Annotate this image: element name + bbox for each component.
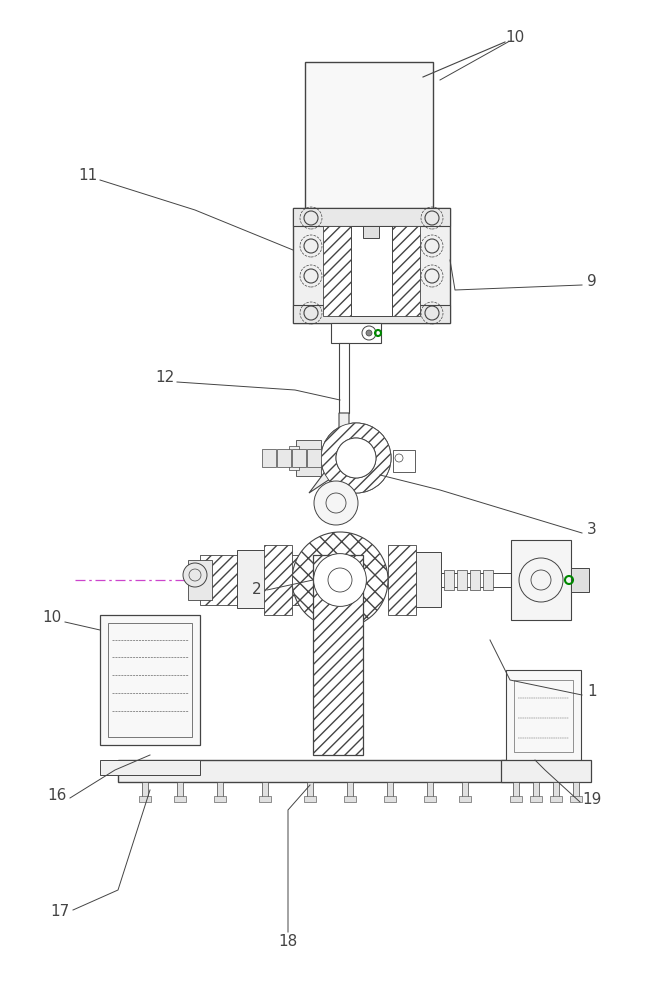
Bar bbox=[344, 796, 356, 802]
Bar bbox=[501, 760, 591, 782]
Text: 19: 19 bbox=[582, 792, 602, 808]
Bar bbox=[387, 782, 393, 798]
Text: 3: 3 bbox=[587, 522, 597, 538]
Bar bbox=[292, 449, 306, 467]
Bar bbox=[100, 615, 200, 745]
Text: 18: 18 bbox=[278, 934, 297, 950]
Bar bbox=[511, 540, 571, 620]
Bar bbox=[200, 555, 313, 605]
Circle shape bbox=[292, 532, 388, 628]
Text: 1: 1 bbox=[587, 684, 597, 700]
Bar bbox=[393, 450, 415, 472]
Bar bbox=[296, 440, 321, 476]
Bar bbox=[293, 305, 450, 323]
Bar bbox=[573, 782, 579, 798]
Bar bbox=[506, 670, 581, 762]
Text: 12: 12 bbox=[155, 369, 175, 384]
Bar bbox=[570, 796, 582, 802]
Bar bbox=[510, 796, 522, 802]
Bar bbox=[533, 782, 539, 798]
Bar bbox=[457, 570, 467, 590]
Bar bbox=[139, 796, 151, 802]
Bar bbox=[307, 449, 321, 467]
Bar bbox=[174, 796, 186, 802]
Bar bbox=[347, 782, 353, 798]
Bar bbox=[483, 570, 493, 590]
Wedge shape bbox=[321, 423, 391, 493]
Bar bbox=[388, 545, 416, 615]
Bar bbox=[177, 782, 183, 798]
Bar bbox=[262, 449, 276, 467]
Bar bbox=[441, 573, 511, 587]
Bar bbox=[323, 226, 351, 316]
Bar bbox=[264, 545, 292, 615]
Bar bbox=[230, 565, 248, 595]
Bar bbox=[200, 567, 230, 594]
Bar bbox=[293, 208, 450, 226]
Bar bbox=[118, 760, 538, 782]
Bar bbox=[237, 550, 265, 608]
Bar bbox=[530, 796, 542, 802]
Bar bbox=[550, 796, 562, 802]
Bar bbox=[392, 226, 420, 316]
Bar bbox=[100, 760, 200, 775]
Text: 2: 2 bbox=[253, 582, 262, 597]
Bar bbox=[277, 449, 291, 467]
Bar bbox=[424, 796, 436, 802]
Circle shape bbox=[183, 563, 207, 587]
Bar bbox=[142, 782, 148, 798]
Bar bbox=[331, 323, 381, 343]
Bar bbox=[293, 208, 450, 323]
Text: 10: 10 bbox=[506, 30, 525, 45]
Bar bbox=[214, 796, 226, 802]
Bar bbox=[513, 782, 519, 798]
Text: 11: 11 bbox=[79, 167, 98, 182]
Bar bbox=[217, 782, 223, 798]
Text: 9: 9 bbox=[587, 274, 597, 290]
Bar bbox=[289, 446, 299, 470]
Bar bbox=[427, 782, 433, 798]
Circle shape bbox=[336, 438, 376, 478]
Bar bbox=[262, 782, 268, 798]
Circle shape bbox=[366, 330, 372, 336]
Bar bbox=[305, 62, 433, 210]
Circle shape bbox=[321, 423, 391, 493]
Bar bbox=[462, 782, 468, 798]
Bar bbox=[313, 555, 363, 755]
Bar bbox=[363, 226, 379, 238]
Bar bbox=[108, 623, 192, 737]
Bar bbox=[514, 680, 573, 752]
Bar bbox=[351, 226, 392, 316]
Bar bbox=[188, 560, 212, 600]
Bar bbox=[384, 796, 396, 802]
Bar bbox=[571, 568, 589, 592]
Polygon shape bbox=[309, 413, 349, 493]
Bar bbox=[553, 782, 559, 798]
Bar bbox=[470, 570, 480, 590]
Bar bbox=[459, 796, 471, 802]
Circle shape bbox=[313, 554, 366, 606]
Bar bbox=[304, 796, 316, 802]
Bar bbox=[259, 796, 271, 802]
Text: 17: 17 bbox=[50, 904, 69, 920]
Text: 16: 16 bbox=[48, 788, 67, 802]
Bar bbox=[416, 552, 441, 607]
Text: 10: 10 bbox=[42, 610, 61, 626]
Bar bbox=[339, 343, 349, 413]
Circle shape bbox=[314, 481, 358, 525]
Bar bbox=[307, 782, 313, 798]
Bar bbox=[444, 570, 454, 590]
